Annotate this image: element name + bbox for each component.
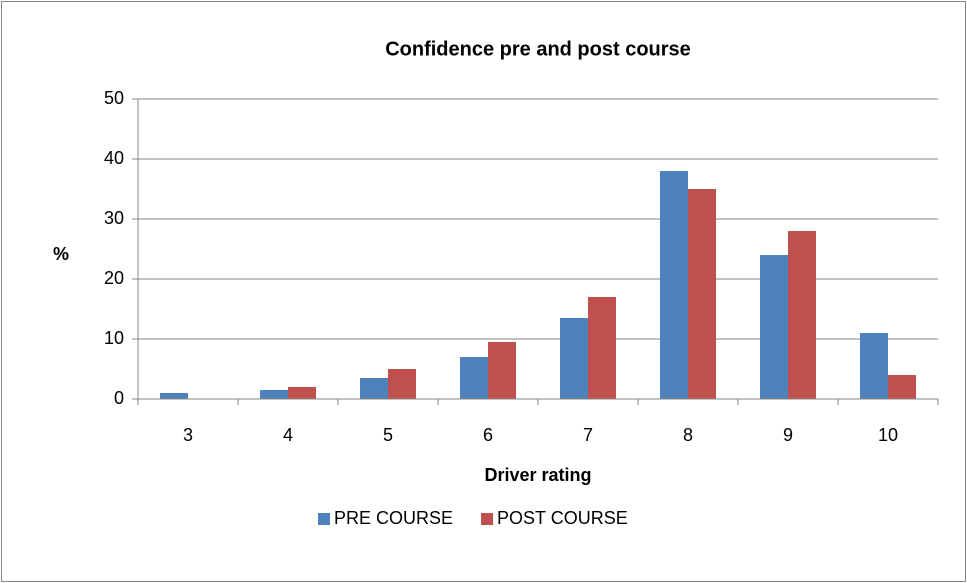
y-tick-label: 40	[104, 148, 124, 168]
bar	[688, 189, 716, 399]
bar	[488, 342, 516, 399]
x-tick-label: 5	[383, 425, 393, 445]
y-tick-label: 0	[114, 388, 124, 408]
bar	[788, 231, 816, 399]
bar	[560, 318, 588, 399]
bar	[360, 378, 388, 399]
bar	[660, 171, 688, 399]
x-tick-label: 9	[783, 425, 793, 445]
x-tick-label: 7	[583, 425, 593, 445]
x-tick-label: 8	[683, 425, 693, 445]
bar	[460, 357, 488, 399]
y-tick-label: 50	[104, 88, 124, 108]
bar	[860, 333, 888, 399]
y-tick-label: 30	[104, 208, 124, 228]
legend-swatch	[481, 513, 494, 525]
bar	[260, 390, 288, 399]
y-tick-label: 20	[104, 268, 124, 288]
bar	[888, 375, 916, 399]
y-axis-label: %	[53, 244, 69, 264]
y-tick-label: 10	[104, 328, 124, 348]
chart-title: Confidence pre and post course	[385, 38, 691, 60]
bar	[588, 297, 616, 399]
x-tick-label: 10	[878, 425, 898, 445]
x-tick-label: 3	[183, 425, 193, 445]
legend-swatch	[318, 513, 330, 525]
x-tick-label: 6	[483, 425, 493, 445]
legend-label: POST COURSE	[497, 508, 628, 528]
x-tick-label: 4	[283, 425, 293, 445]
bar	[760, 255, 788, 399]
bar	[288, 387, 316, 399]
bar	[160, 393, 188, 399]
legend-label: PRE COURSE	[334, 508, 453, 528]
bar	[388, 369, 416, 399]
x-axis-label: Driver rating	[484, 465, 591, 485]
